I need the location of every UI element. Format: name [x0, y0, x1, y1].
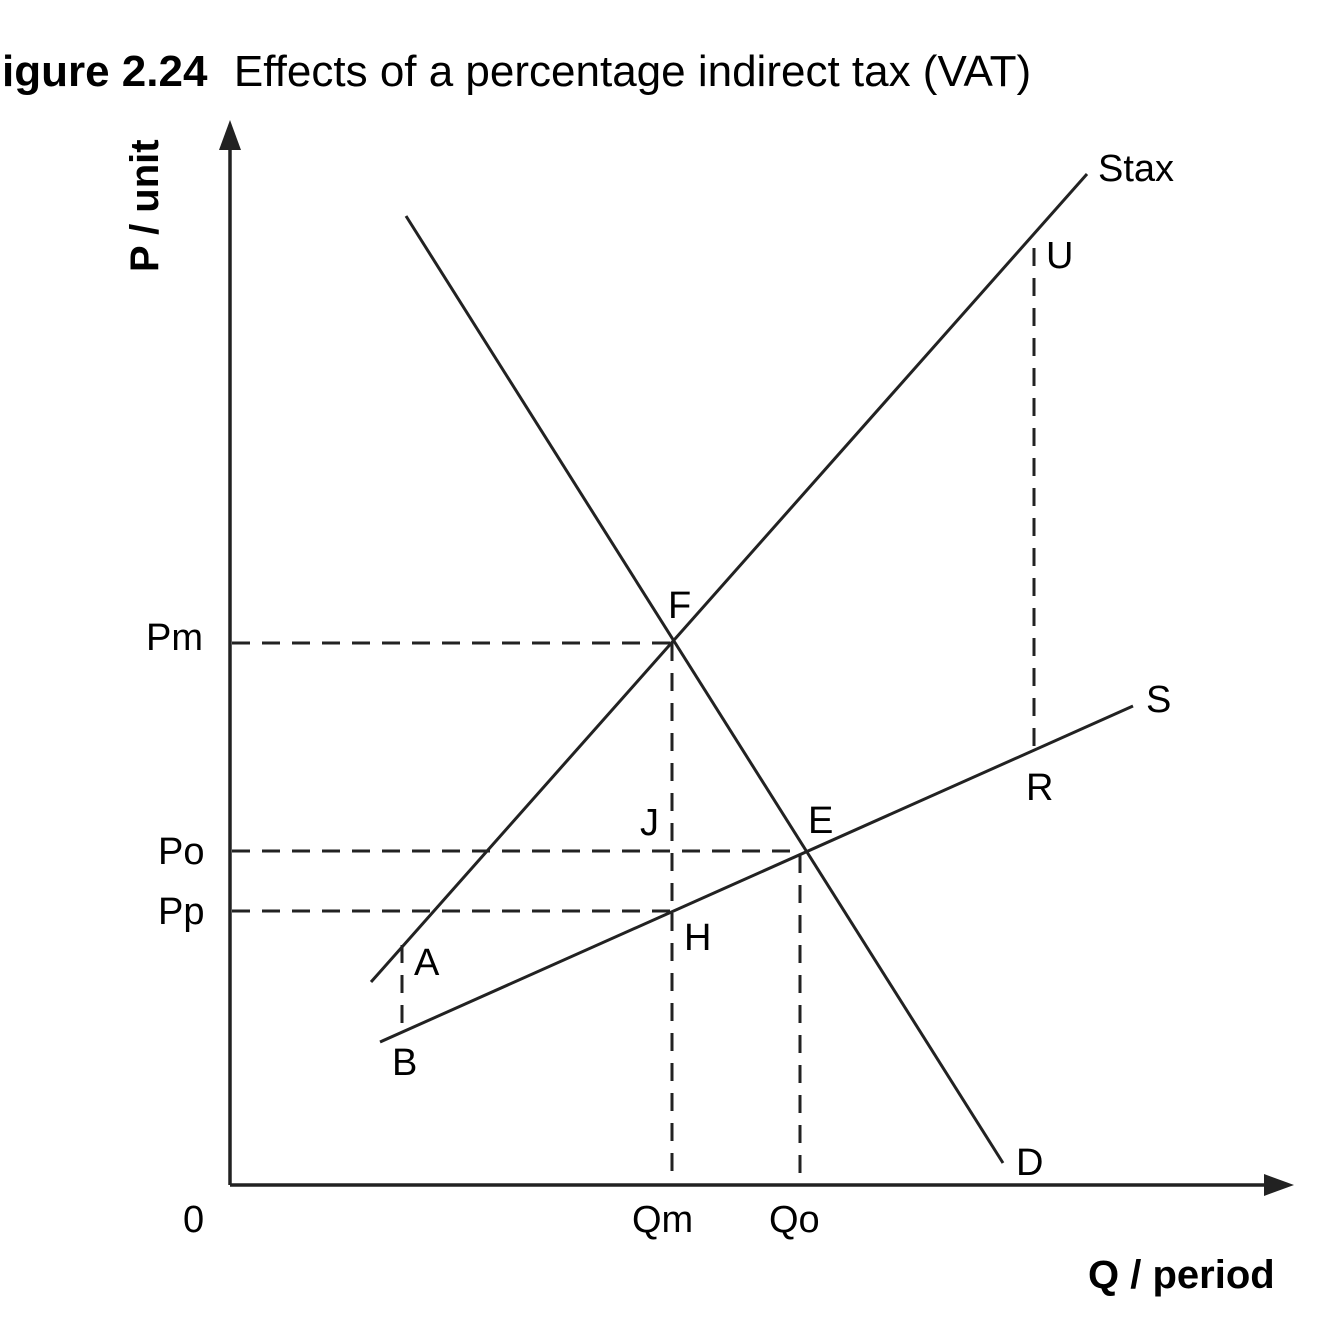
demand-curve: [404, 215, 1005, 1164]
stax-label: Stax: [1098, 148, 1174, 190]
point-h-label: H: [684, 917, 711, 959]
point-e-label: E: [808, 800, 833, 842]
d-label: D: [1016, 1142, 1043, 1184]
pm-label: Pm: [146, 617, 203, 659]
s-label: S: [1146, 679, 1171, 721]
supply-with-tax-curve: [369, 173, 1089, 983]
point-a-label: A: [414, 942, 440, 984]
point-f-label: F: [668, 585, 691, 627]
supply-curve: [379, 704, 1134, 1044]
x-axis-arrow: [1264, 1174, 1294, 1196]
origin-label: 0: [183, 1199, 204, 1241]
po-label: Po: [158, 831, 204, 873]
figure-number: igure 2.24: [2, 47, 208, 96]
figure-caption: Effects of a percentage indirect tax (VA…: [234, 47, 1031, 96]
x-axis-title: Q / period: [1088, 1253, 1275, 1297]
y-axis-title: P / unit: [123, 139, 167, 272]
figure-title: igure 2.24 Effects of a percentage indir…: [2, 47, 1031, 96]
point-r-label: R: [1026, 767, 1053, 809]
pp-label: Pp: [158, 891, 204, 933]
y-axis-arrow: [219, 120, 241, 150]
point-b-label: B: [392, 1042, 417, 1084]
point-j-label: J: [640, 802, 659, 844]
qo-label: Qo: [769, 1199, 820, 1241]
qm-label: Qm: [632, 1199, 693, 1241]
point-u-label: U: [1046, 235, 1073, 277]
